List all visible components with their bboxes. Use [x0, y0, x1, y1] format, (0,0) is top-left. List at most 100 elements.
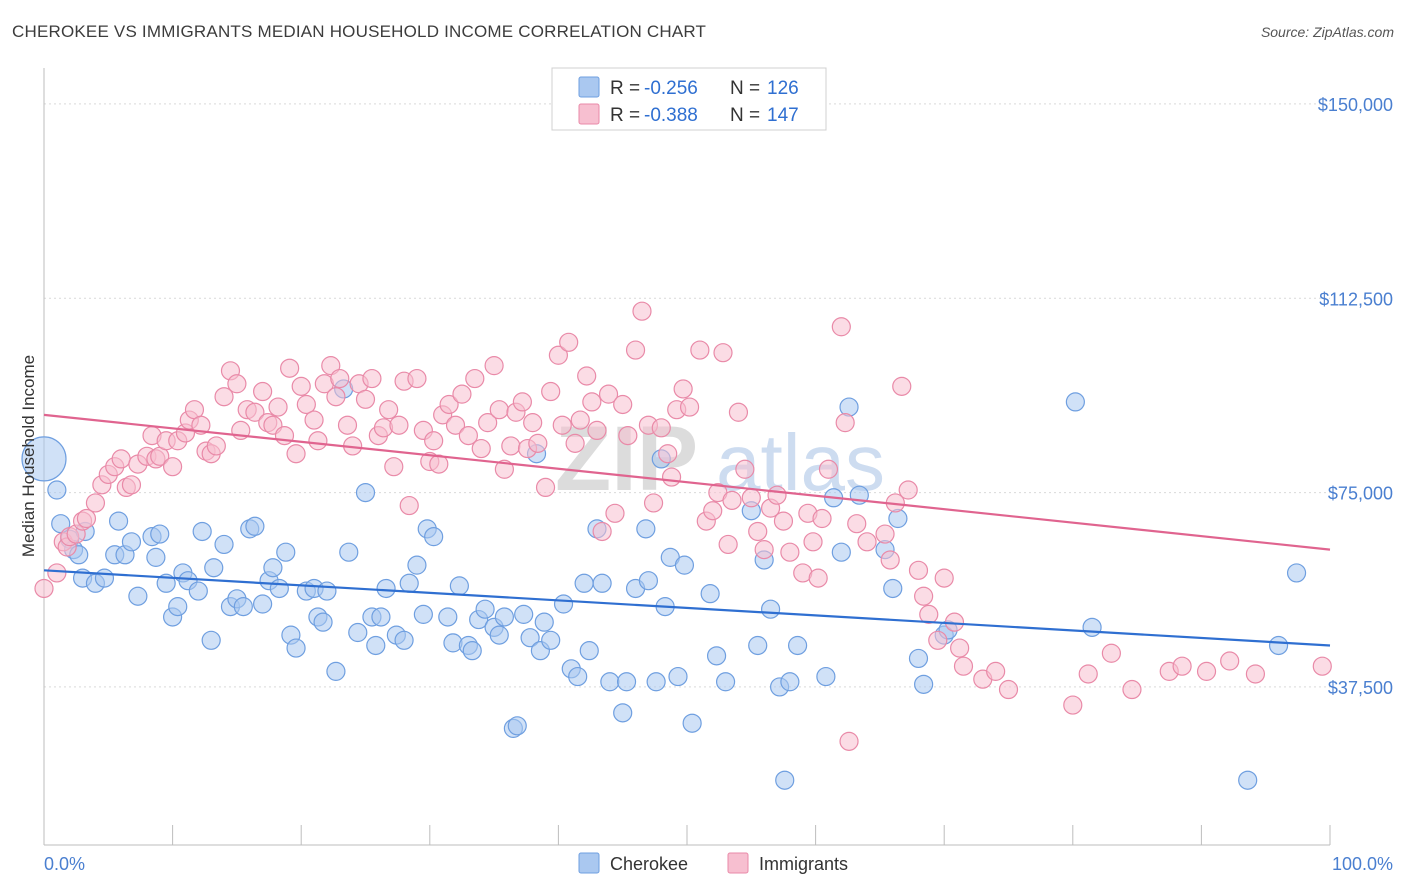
chart-title: CHEROKEE VS IMMIGRANTS MEDIAN HOUSEHOLD …	[12, 22, 707, 41]
immigrants-point	[512, 392, 532, 412]
cherokee-point	[245, 516, 265, 536]
cherokee-point	[355, 482, 376, 503]
immigrants-point	[950, 638, 970, 658]
cherokee-point	[682, 713, 702, 733]
cherokee-point	[121, 532, 142, 552]
legend-n-value-1: 147	[767, 105, 799, 126]
immigrants-point	[1245, 664, 1266, 684]
immigrants-point	[268, 397, 288, 417]
immigrants-point	[587, 420, 607, 441]
legend-swatch-cherokee	[578, 76, 600, 98]
immigrants-point	[1172, 656, 1192, 676]
immigrants-point	[928, 630, 948, 650]
immigrants-point	[625, 340, 646, 360]
cherokee-point	[787, 635, 808, 656]
cherokee-point	[253, 594, 273, 614]
cherokee-point	[168, 597, 188, 617]
immigrants-trend-line	[43, 413, 1331, 551]
immigrants-point	[484, 356, 504, 376]
cherokee-point	[376, 578, 396, 599]
cherokee-point	[399, 573, 419, 593]
immigrants-point	[34, 578, 54, 599]
cherokee-point	[700, 584, 720, 604]
immigrants-point	[831, 317, 851, 337]
immigrants-point	[286, 444, 306, 464]
immigrants-point	[355, 389, 376, 409]
immigrants-point	[618, 425, 638, 446]
cherokee-point	[760, 599, 781, 619]
cherokee-point	[507, 716, 527, 736]
immigrants-point	[121, 475, 142, 495]
immigrants-point	[582, 392, 602, 412]
immigrants-point	[632, 301, 652, 321]
immigrants-point	[227, 374, 247, 394]
immigrants-point	[722, 490, 742, 510]
immigrants-point	[986, 661, 1006, 681]
immigrants-point	[362, 368, 382, 389]
x-tick-label-min: 0.0%	[44, 854, 85, 874]
y-tick-label-1: $75,000	[1328, 484, 1393, 504]
immigrants-point	[76, 508, 97, 529]
immigrants-point	[914, 586, 934, 606]
immigrants-point	[384, 457, 404, 477]
immigrants-point	[767, 485, 787, 505]
trend-lines	[43, 413, 1331, 647]
immigrants-point	[552, 415, 572, 435]
cherokee-point	[188, 581, 208, 601]
immigrants-point	[1122, 679, 1142, 700]
cherokee-point	[276, 542, 296, 562]
cherokee-point	[150, 524, 170, 544]
immigrants-point	[673, 379, 693, 399]
cherokee-point	[553, 594, 574, 614]
immigrants-point	[748, 521, 768, 542]
cherokee-point	[128, 586, 148, 606]
cherokee-point	[775, 770, 795, 790]
immigrants-point	[245, 402, 265, 422]
immigrants-point	[535, 477, 556, 498]
y-tick-label-0: $37,500	[1328, 678, 1393, 698]
cherokee-point	[646, 672, 666, 692]
immigrants-point	[679, 397, 700, 417]
chart-source: Source: ZipAtlas.com	[1260, 24, 1394, 40]
immigrants-point	[501, 436, 521, 456]
cherokee-point	[317, 581, 337, 601]
immigrants-point	[330, 368, 350, 389]
cherokee-point	[326, 661, 346, 681]
cherokee-point	[475, 599, 495, 619]
cherokee-point	[816, 666, 836, 687]
cherokee-point	[1065, 392, 1085, 412]
immigrants-point	[839, 731, 859, 751]
immigrants-point	[253, 381, 273, 402]
immigrants-point	[718, 534, 738, 555]
immigrants-point	[458, 425, 478, 446]
immigrants-point	[953, 656, 974, 676]
immigrants-point	[1312, 656, 1332, 676]
immigrants-point	[407, 368, 427, 389]
cherokee-point	[748, 635, 768, 656]
immigrants-point	[523, 413, 543, 433]
immigrants-point	[875, 524, 895, 544]
cherokee-point	[668, 666, 688, 687]
immigrants-point	[835, 413, 855, 433]
immigrants-point	[478, 413, 498, 433]
cherokee-point	[568, 666, 588, 687]
x-tick-labels: 0.0% 100.0%	[44, 854, 1393, 874]
immigrants-point	[445, 415, 466, 435]
bottom-legend-swatch-immigrants	[727, 852, 749, 874]
immigrants-point	[465, 368, 485, 389]
top-legend: R = -0.256 N = 126 R = -0.388 N = 147	[551, 67, 827, 131]
cherokee-point	[108, 511, 129, 531]
x-tick-label-max: 100.0%	[1332, 854, 1393, 874]
immigrants-point	[780, 542, 800, 562]
cherokee-point	[462, 641, 482, 661]
legend-r-value-1: -0.388	[644, 105, 698, 126]
immigrants-point	[291, 376, 311, 396]
cherokee-point	[371, 607, 391, 627]
cherokee-point	[286, 638, 306, 658]
immigrants-point	[214, 387, 234, 407]
immigrants-point	[908, 560, 929, 580]
immigrants-point	[452, 384, 472, 404]
immigrants-point	[728, 402, 749, 422]
immigrants-point	[934, 568, 954, 588]
immigrants-point	[280, 358, 300, 378]
